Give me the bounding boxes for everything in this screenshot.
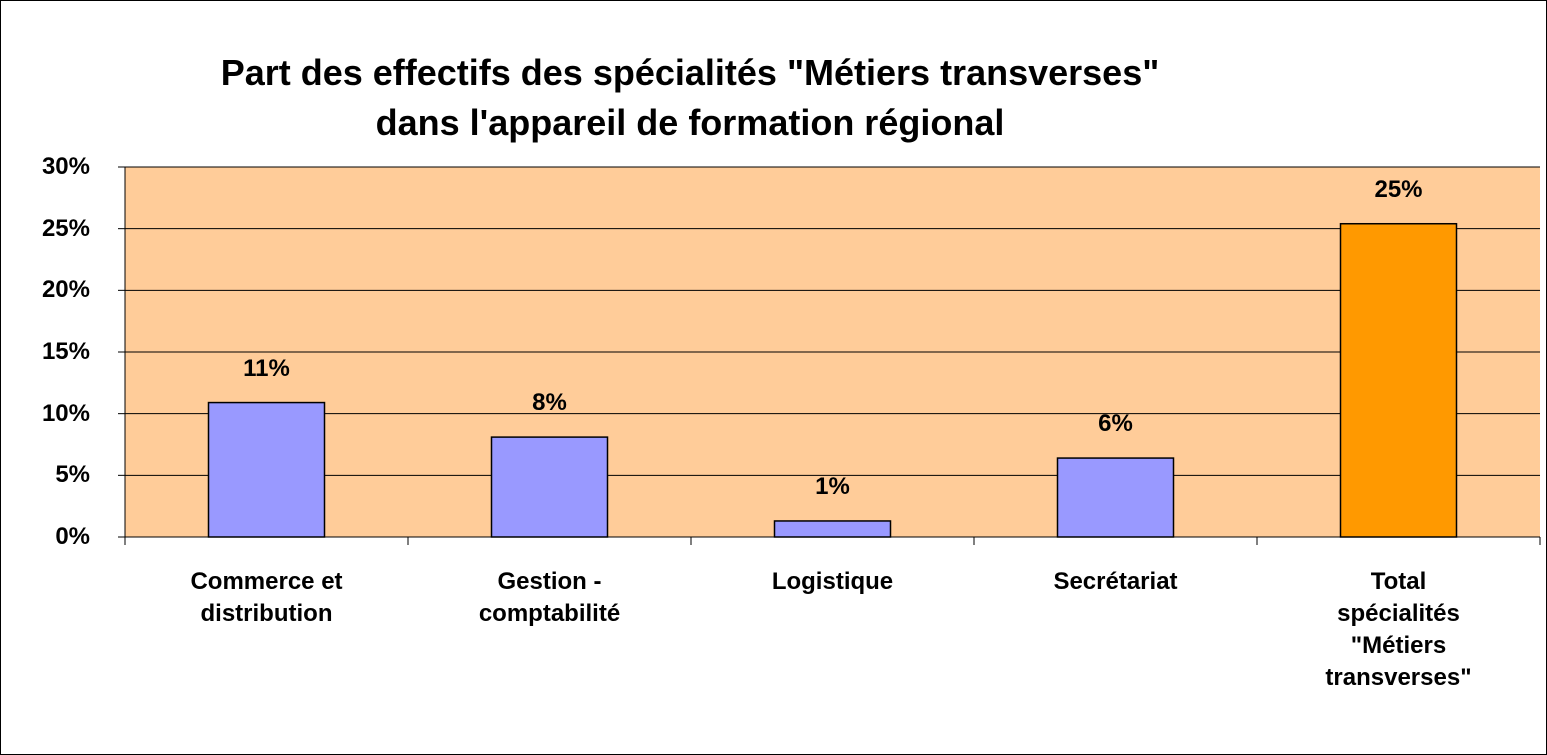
y-tick-label: 0% — [55, 523, 90, 550]
bar — [207, 401, 326, 538]
x-tick-label: Logistique — [771, 568, 894, 595]
bar — [773, 520, 892, 538]
bar — [1056, 457, 1175, 538]
data-label: 1% — [815, 472, 850, 500]
y-tick-label: 30% — [41, 153, 90, 180]
data-label: 6% — [1098, 410, 1133, 438]
x-tick-label: Secrétariat — [1053, 568, 1178, 595]
x-tick-label: Gestion - comptabilité — [478, 568, 621, 627]
y-tick-label: 15% — [41, 338, 90, 365]
x-tick-label: Total spécialités "Métiers transverses" — [1325, 568, 1472, 691]
y-tick-label: 25% — [41, 214, 90, 242]
data-label: 11% — [243, 354, 290, 382]
y-tick-label: 10% — [41, 399, 90, 427]
chart-title: Part des effectifs des spécialités "Méti… — [220, 52, 1160, 143]
bar — [490, 436, 609, 538]
x-tick-label: Commerce et distribution — [190, 568, 343, 627]
bar — [1339, 222, 1458, 538]
data-label: 8% — [532, 389, 567, 417]
y-tick-label: 5% — [55, 461, 90, 489]
y-tick-label: 20% — [41, 276, 90, 304]
data-label: 25% — [1374, 175, 1423, 203]
